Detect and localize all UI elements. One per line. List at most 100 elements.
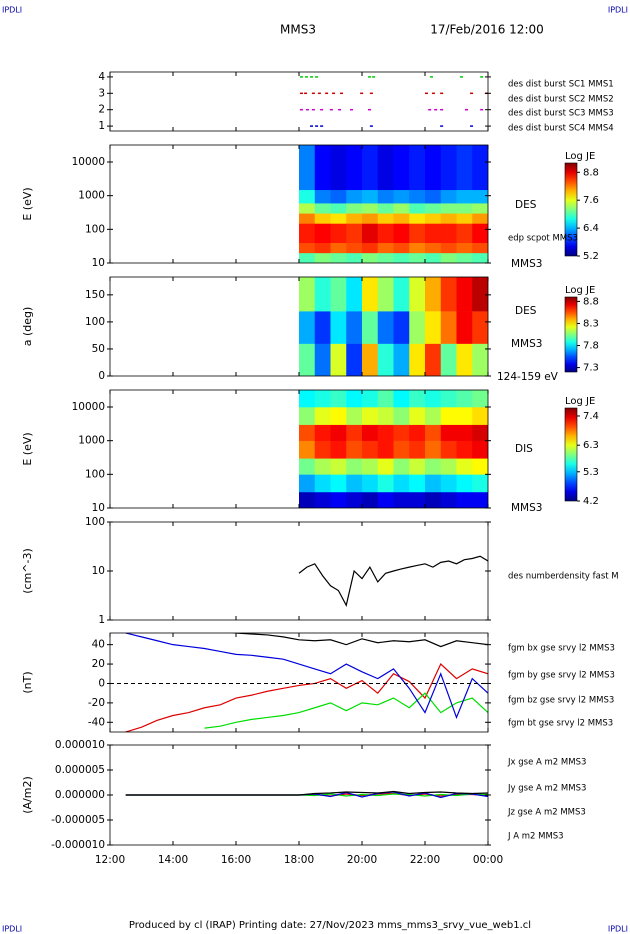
colorbar-tick-label: 7.3 bbox=[583, 363, 599, 374]
colorbar-label: Log JE bbox=[565, 285, 595, 296]
x-tick-label: 00:00 bbox=[473, 854, 503, 866]
heat-cell bbox=[346, 311, 363, 344]
colorbar-tick-label: 8.8 bbox=[583, 167, 599, 178]
x-tick-label: 20:00 bbox=[347, 854, 377, 866]
heat-cell bbox=[456, 440, 473, 459]
colorbar-tick-label: 6.3 bbox=[583, 440, 599, 451]
y-tick-label: 2 bbox=[98, 104, 105, 116]
heat-cell bbox=[425, 277, 442, 312]
colorbar bbox=[564, 296, 578, 373]
y-axis-label: E (eV) bbox=[21, 187, 34, 220]
heat-cell bbox=[330, 213, 347, 224]
heat-cell bbox=[409, 145, 426, 191]
panel-data bbox=[299, 145, 488, 263]
heat-cell bbox=[377, 252, 394, 263]
series-line bbox=[298, 555, 488, 607]
heat-cell bbox=[346, 407, 363, 425]
heat-cell bbox=[299, 252, 316, 263]
heat-cell bbox=[409, 407, 426, 425]
heat-cell bbox=[314, 223, 331, 244]
heat-cell bbox=[330, 203, 347, 214]
heat-cell bbox=[425, 407, 442, 425]
heat-cell bbox=[456, 213, 473, 224]
heat-cell bbox=[425, 390, 442, 408]
heat-cell bbox=[330, 343, 347, 376]
heat-cell bbox=[362, 223, 379, 244]
heat-cell bbox=[362, 424, 379, 441]
heat-cell bbox=[456, 277, 473, 312]
heat-cell bbox=[472, 311, 488, 344]
plot-date: 17/Feb/2016 12:00 bbox=[430, 23, 544, 37]
heat-cell bbox=[440, 440, 457, 459]
heat-cell bbox=[393, 145, 410, 191]
heat-cell bbox=[346, 203, 363, 214]
y-tick-label: 0 bbox=[98, 370, 105, 382]
series-line bbox=[204, 692, 488, 729]
heat-cell bbox=[409, 277, 426, 312]
heat-cell bbox=[393, 458, 410, 475]
heat-cell bbox=[456, 474, 473, 493]
heat-cell bbox=[440, 343, 457, 376]
colorbar-tick-label: 5.3 bbox=[583, 467, 599, 478]
heat-cell bbox=[393, 252, 410, 263]
heat-cell bbox=[440, 189, 457, 204]
heat-cell bbox=[440, 311, 457, 344]
x-tick-label: 16:00 bbox=[221, 854, 251, 866]
y-tick-label: 50 bbox=[92, 343, 105, 355]
legend-entry: fgm bt gse srvy l2 MMS3 bbox=[508, 719, 613, 729]
legend-entry: des dist burst SC3 MMS3 bbox=[508, 109, 614, 119]
y-axis-label: a (deg) bbox=[21, 307, 34, 347]
heat-cell bbox=[472, 407, 488, 425]
heat-cell bbox=[393, 407, 410, 425]
heat-cell bbox=[330, 491, 347, 508]
heat-cell bbox=[362, 277, 379, 312]
heat-cell bbox=[409, 213, 426, 224]
heat-cell bbox=[330, 311, 347, 344]
panel-annotation: edp scpot MMS3 bbox=[508, 234, 578, 244]
heat-cell bbox=[330, 458, 347, 475]
heat-cell bbox=[377, 390, 394, 408]
heat-cell bbox=[299, 407, 316, 425]
heat-cell bbox=[456, 343, 473, 376]
heat-cell bbox=[472, 252, 488, 263]
heat-cell bbox=[346, 145, 363, 191]
heat-cell bbox=[456, 407, 473, 425]
heat-cell bbox=[330, 424, 347, 441]
heat-cell bbox=[362, 311, 379, 344]
heat-cell bbox=[456, 242, 473, 254]
heat-cell bbox=[346, 458, 363, 475]
heat-cell bbox=[456, 390, 473, 408]
colorbar bbox=[564, 162, 578, 257]
heat-cell bbox=[472, 145, 488, 191]
colorbar-tick-label: 6.4 bbox=[583, 223, 599, 234]
series-line bbox=[231, 633, 488, 648]
heat-cell bbox=[362, 491, 379, 508]
heat-cell bbox=[362, 407, 379, 425]
heat-cell bbox=[409, 203, 426, 214]
heat-cell bbox=[377, 491, 394, 508]
heat-cell bbox=[425, 203, 442, 214]
heat-cell bbox=[456, 252, 473, 263]
heat-cell bbox=[456, 424, 473, 441]
legend-entry: Jy gse A m2 MMS3 bbox=[507, 784, 586, 794]
legend-entry: Jx gse A m2 MMS3 bbox=[507, 758, 586, 768]
heat-cell bbox=[314, 440, 331, 459]
heat-cell bbox=[409, 474, 426, 493]
y-tick-label: 1 bbox=[98, 120, 105, 132]
heat-cell bbox=[299, 440, 316, 459]
heat-cell bbox=[425, 189, 442, 204]
heat-cell bbox=[299, 213, 316, 224]
panel-data bbox=[299, 76, 488, 127]
heat-cell bbox=[314, 390, 331, 408]
y-axis-label: (nT) bbox=[21, 671, 34, 693]
heat-cell bbox=[346, 277, 363, 312]
heat-cell bbox=[377, 242, 394, 254]
heat-cell bbox=[409, 189, 426, 204]
heat-cell bbox=[362, 458, 379, 475]
colorbar-tick-label: 4.2 bbox=[583, 496, 599, 507]
heat-cell bbox=[393, 440, 410, 459]
heat-cell bbox=[393, 223, 410, 244]
heat-cell bbox=[440, 491, 457, 508]
heat-cell bbox=[314, 242, 331, 254]
heat-cell bbox=[393, 491, 410, 508]
